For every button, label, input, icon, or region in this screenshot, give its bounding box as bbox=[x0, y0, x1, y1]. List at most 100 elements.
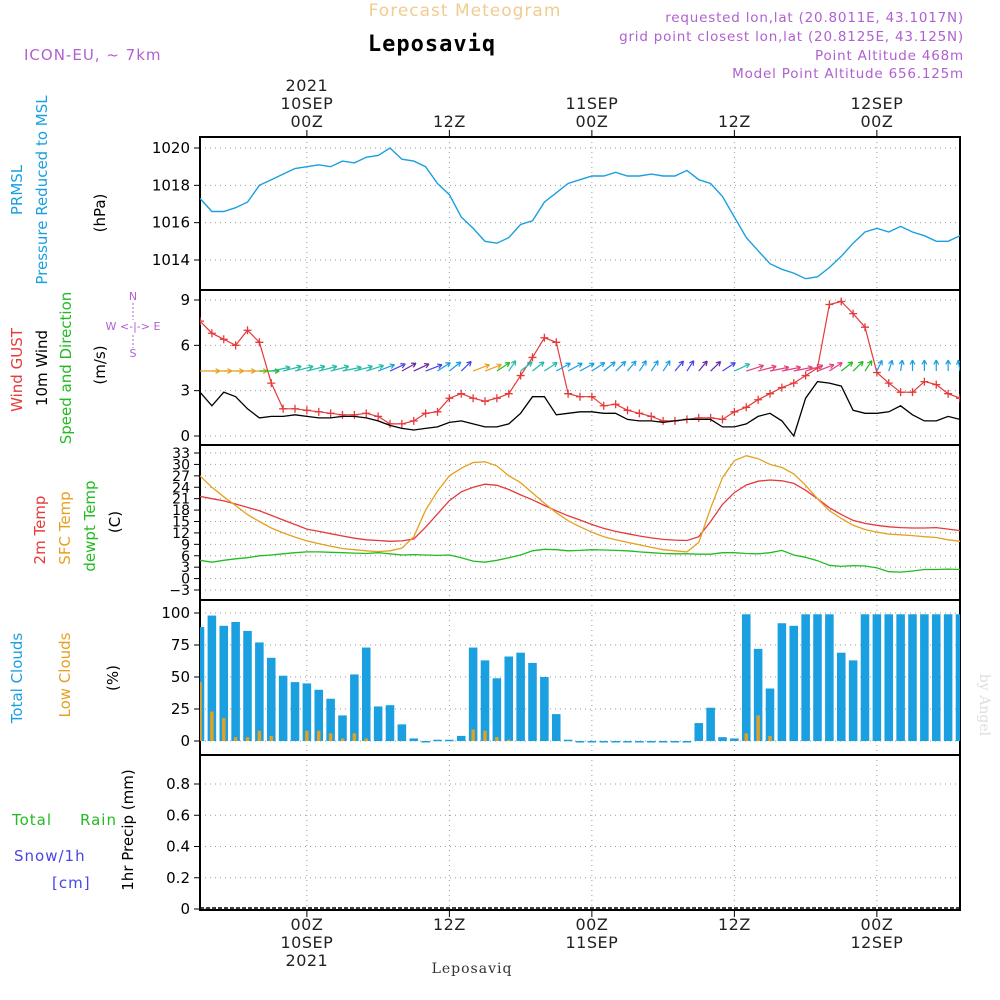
gust-marker bbox=[516, 371, 525, 380]
total-cloud-bar bbox=[706, 707, 715, 741]
total-cloud-bar bbox=[290, 682, 300, 741]
wind-arrow bbox=[864, 360, 873, 372]
top-time-axis: 00Z10SEP202112Z00Z11SEP12Z00Z12SEP12Z bbox=[280, 76, 903, 137]
wind-arrow bbox=[638, 360, 647, 372]
low-cloud-bar bbox=[245, 737, 250, 741]
y-tick-label: −3 bbox=[169, 583, 190, 599]
wind-arrow bbox=[354, 364, 373, 372]
total-cloud-bar bbox=[528, 662, 537, 741]
compass-s: S bbox=[130, 347, 137, 360]
model-label: ICON-EU, ~ 7km bbox=[24, 46, 162, 64]
gust-marker bbox=[766, 389, 774, 398]
total-cloud-bar bbox=[338, 715, 347, 741]
label-snow: Snow/1h bbox=[14, 847, 86, 865]
wind-arrow bbox=[956, 359, 960, 372]
total-cloud-bar bbox=[243, 630, 252, 741]
wind-arrow bbox=[579, 362, 595, 372]
label-ms: (m/s) bbox=[91, 345, 109, 384]
gust-marker bbox=[908, 388, 917, 397]
gust-marker bbox=[992, 390, 1000, 398]
total-cloud-bar bbox=[266, 657, 276, 741]
label-dewpt-temp: dewpt Temp bbox=[81, 480, 99, 571]
gust-marker bbox=[374, 412, 383, 421]
wind-arrow bbox=[496, 361, 511, 372]
y-tick-label: 3 bbox=[180, 382, 190, 400]
gust-marker bbox=[291, 404, 299, 413]
y-tick-label: 0.6 bbox=[166, 806, 190, 824]
wind-arrow bbox=[591, 361, 606, 372]
total-cloud-bar bbox=[694, 723, 704, 741]
y-tick-label: 75 bbox=[171, 636, 190, 654]
wind-arrow bbox=[615, 360, 627, 372]
y-tick-label: 1016 bbox=[152, 214, 190, 232]
total-cloud-bar bbox=[278, 675, 288, 741]
wind-arrow bbox=[508, 360, 517, 372]
top-date-label: 10SEP bbox=[280, 94, 333, 113]
gust-marker bbox=[837, 297, 846, 306]
top-tick-label: 12Z bbox=[433, 112, 466, 131]
low-cloud-bar bbox=[317, 730, 321, 741]
y-tick-label: 0 bbox=[180, 732, 190, 750]
wind-arrow bbox=[840, 361, 854, 372]
wind-arrow bbox=[650, 360, 659, 372]
wind-arrow bbox=[330, 364, 350, 372]
bottom-date-label: 11SEP bbox=[565, 933, 618, 952]
label-cm: [cm] bbox=[52, 874, 91, 892]
low-cloud-bar bbox=[744, 733, 748, 741]
low-cloud-bar bbox=[483, 730, 487, 741]
total-cloud-bar bbox=[445, 739, 454, 742]
low-cloud-bar bbox=[200, 682, 202, 741]
wind-arrow bbox=[389, 363, 406, 372]
wind-arrow bbox=[722, 361, 736, 372]
wind-arrow bbox=[757, 364, 777, 372]
wind-arrow bbox=[662, 360, 671, 372]
wind-arrow bbox=[888, 359, 894, 372]
wind-arrow bbox=[686, 360, 695, 372]
wind-arrow bbox=[898, 359, 905, 372]
gust-marker bbox=[587, 392, 596, 401]
wind-arrow bbox=[401, 362, 417, 372]
label-2m-temp: 2m Temp bbox=[31, 496, 49, 565]
wind-arrow bbox=[978, 365, 995, 371]
total-cloud-bar bbox=[813, 614, 822, 741]
gust-marker bbox=[564, 389, 573, 398]
wind-arrow bbox=[532, 361, 545, 372]
label-wind-gust: Wind GUST bbox=[8, 327, 26, 412]
wind-arrow bbox=[437, 361, 451, 372]
top-year-label: 2021 bbox=[286, 76, 329, 95]
panel-frame bbox=[199, 444, 961, 601]
y-tick-label: 0.8 bbox=[166, 775, 190, 793]
y-tick-label: 27 bbox=[172, 469, 190, 485]
side-labels: PRMSL Pressure Reduced to MSL (hPa) Wind GU… bbox=[8, 95, 160, 892]
y-tick-label: 9 bbox=[181, 537, 190, 553]
gust-marker bbox=[219, 335, 228, 344]
gust-marker bbox=[718, 415, 727, 424]
gust-marker bbox=[944, 389, 953, 398]
wind-arrow bbox=[460, 360, 472, 372]
label-speed-direction: Speed and Direction bbox=[57, 292, 75, 445]
total-cloud-bar bbox=[350, 674, 359, 741]
label-rain: Rain bbox=[80, 811, 117, 829]
total-cloud-bar bbox=[314, 689, 324, 741]
y-tick-label: 15 bbox=[172, 515, 190, 531]
total-cloud-bar bbox=[563, 739, 573, 742]
y-tick-label: 0.4 bbox=[166, 838, 190, 856]
y-tick-label: 50 bbox=[171, 668, 190, 686]
y-tick-label: 0 bbox=[180, 427, 190, 445]
chart-title: Leposaviq bbox=[368, 32, 496, 57]
y-tick-label: 6 bbox=[181, 549, 190, 565]
top-tick-label: 00Z bbox=[290, 112, 323, 131]
panel-frame bbox=[199, 136, 961, 291]
low-cloud-bar bbox=[471, 729, 475, 741]
gust-marker bbox=[528, 353, 537, 362]
top-date-label: 11SEP bbox=[565, 94, 618, 113]
subtitle: Forecast Meteogram bbox=[369, 1, 562, 21]
grid-coords: grid point closest lon,lat (20.8125E, 43… bbox=[619, 29, 964, 45]
gust-marker bbox=[694, 413, 703, 422]
wind-arrow bbox=[544, 361, 558, 372]
total-cloud-bar bbox=[361, 647, 371, 741]
gust-marker bbox=[884, 379, 893, 388]
gust-marker bbox=[207, 329, 216, 338]
